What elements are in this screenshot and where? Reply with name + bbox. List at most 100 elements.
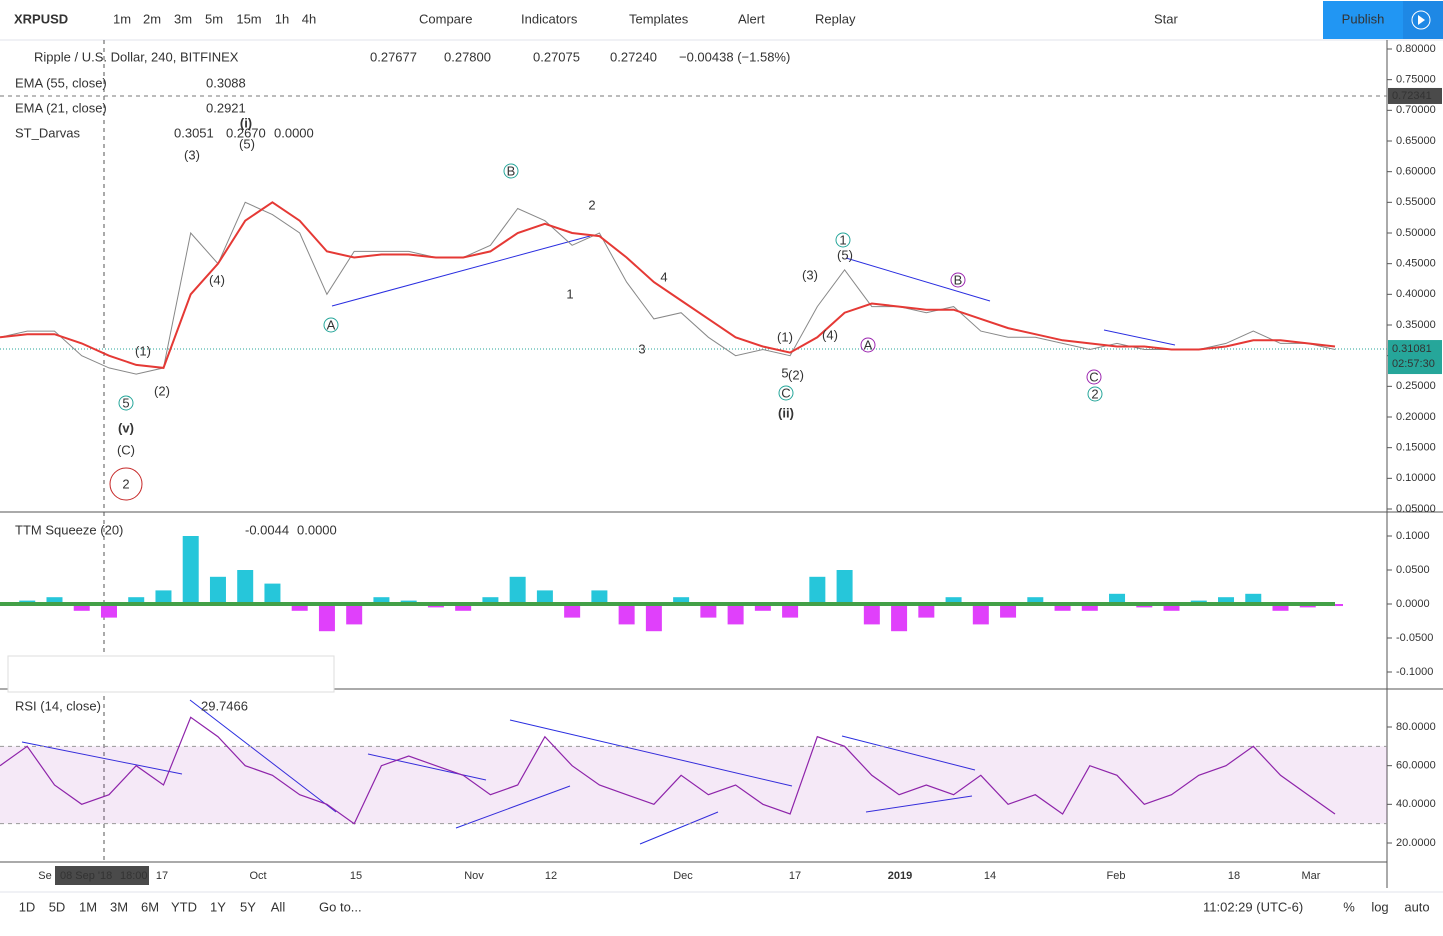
- scale-option[interactable]: auto: [1404, 899, 1429, 914]
- ttm-bar: [564, 604, 581, 618]
- y-tick-label: 0.0500: [1396, 564, 1430, 576]
- wave-circle: [860, 337, 876, 353]
- ema55-value: 0.3088: [206, 75, 246, 90]
- darvas-value: 0.0000: [274, 125, 314, 140]
- ttm-bar: [645, 604, 662, 632]
- y-tick-label: 0.10000: [1396, 472, 1436, 484]
- wave-label: (1): [135, 343, 151, 358]
- y-tick-label: -0.0500: [1396, 632, 1433, 644]
- trend-lines: [21, 235, 1176, 845]
- ttm-bar: [1272, 604, 1289, 611]
- ttm-bar: [618, 604, 635, 625]
- legend-open: 0.27677: [370, 49, 417, 64]
- publish-label[interactable]: Publish: [1342, 11, 1385, 26]
- range-button[interactable]: 6M: [141, 899, 159, 914]
- x-tick-label: 14: [984, 870, 996, 882]
- x-tick-label: Oct: [249, 870, 266, 882]
- ttm-bar: [182, 536, 199, 604]
- interval[interactable]: 3m: [174, 11, 192, 26]
- interval[interactable]: 1m: [113, 11, 131, 26]
- ttm-bar: [891, 604, 908, 632]
- range-button[interactable]: All: [271, 899, 286, 914]
- x-tick-label: Nov: [464, 870, 484, 882]
- range-button[interactable]: 1D: [19, 899, 36, 914]
- countdown: 02:57:30: [1392, 358, 1435, 370]
- wave-label: 2: [588, 197, 595, 212]
- wave-label: (ii): [778, 405, 794, 420]
- scale-option[interactable]: log: [1371, 899, 1388, 914]
- ttm-bar: [972, 604, 989, 625]
- crosshair-badge: [1388, 87, 1442, 104]
- toolbar-button[interactable]: Templates: [629, 11, 689, 26]
- ema21-line: [0, 201, 1336, 369]
- rsi-value: 29.7466: [201, 698, 248, 713]
- toolbar: [0, 0, 1443, 40]
- symbol[interactable]: XRPUSD: [14, 11, 68, 26]
- drawing-toolbar[interactable]: [7, 655, 335, 693]
- ttm-bar: [863, 604, 880, 625]
- y-tick-label: 0.35000: [1396, 319, 1436, 331]
- y-tick-label: 0.60000: [1396, 166, 1436, 178]
- last-price-badge: [1388, 340, 1442, 375]
- range-button[interactable]: 1M: [79, 899, 97, 914]
- darvas-value: 0.2670: [226, 125, 266, 140]
- interval[interactable]: 1h: [275, 11, 289, 26]
- y-tick-label: 60.0000: [1396, 760, 1436, 772]
- ttm-bar: [509, 576, 526, 604]
- wave-circle: [950, 272, 966, 288]
- ttm-bar: [482, 597, 499, 604]
- x-tick-label: 12: [545, 870, 557, 882]
- toolbar-button[interactable]: Indicators: [521, 11, 578, 26]
- wave-label: 5: [781, 365, 788, 380]
- ttm-bar: [1218, 597, 1235, 604]
- x-tick-label: 2019: [888, 870, 912, 882]
- x-tick-label: Se: [38, 870, 51, 882]
- wave-label: A: [327, 317, 336, 332]
- range-button[interactable]: 5Y: [240, 899, 256, 914]
- wave-circle: [118, 395, 134, 411]
- ttm-bar: [918, 604, 935, 618]
- interval[interactable]: 2m: [143, 11, 161, 26]
- wave-label: 1: [839, 232, 846, 247]
- y-tick-label: 0.70000: [1396, 104, 1436, 116]
- scale-option[interactable]: %: [1343, 899, 1355, 914]
- range-button[interactable]: 3M: [110, 899, 128, 914]
- interval[interactable]: 15m: [236, 11, 261, 26]
- wave-label: B: [954, 272, 963, 287]
- rsi-line: [0, 716, 1336, 825]
- range-button[interactable]: YTD: [171, 899, 197, 914]
- ttm-bar: [1109, 593, 1126, 604]
- ttm-bar: [1163, 604, 1180, 611]
- ttm-bar: [1054, 604, 1071, 611]
- wave-label: C: [1089, 369, 1098, 384]
- ttm-bar: [673, 597, 690, 604]
- ttm-bar: [782, 604, 799, 618]
- ttm-bar: [291, 604, 308, 611]
- wave-label: (2): [788, 367, 804, 382]
- x-tick-label: Mar: [1302, 870, 1321, 882]
- star-button[interactable]: Star: [1154, 11, 1179, 26]
- y-tick-label: 0.0000: [1396, 598, 1430, 610]
- y-tick-label: 0.20000: [1396, 411, 1436, 423]
- range-button[interactable]: 1Y: [210, 899, 226, 914]
- legend-change: −0.00438 (−1.58%): [679, 49, 790, 64]
- toolbar-button[interactable]: Alert: [738, 11, 765, 26]
- crosshair-date-badge: [55, 866, 149, 885]
- wave-label: (2): [154, 383, 170, 398]
- ttm-bar: [591, 590, 608, 604]
- publish-button[interactable]: [1323, 1, 1403, 39]
- ttm-value: -0.0044: [245, 522, 289, 537]
- interval[interactable]: 5m: [205, 11, 223, 26]
- ttm-bar: [1081, 604, 1098, 611]
- goto-button[interactable]: Go to...: [319, 899, 362, 914]
- toolbar-button[interactable]: Replay: [815, 11, 856, 26]
- ttm-bar: [836, 570, 853, 604]
- toolbar-button[interactable]: Compare: [419, 11, 472, 26]
- interval[interactable]: 4h: [302, 11, 316, 26]
- range-button[interactable]: 5D: [49, 899, 66, 914]
- legend-close: 0.27240: [610, 49, 657, 64]
- wave-circle: [109, 467, 143, 501]
- ttm-bar: [155, 590, 172, 604]
- y-tick-label: 0.15000: [1396, 442, 1436, 454]
